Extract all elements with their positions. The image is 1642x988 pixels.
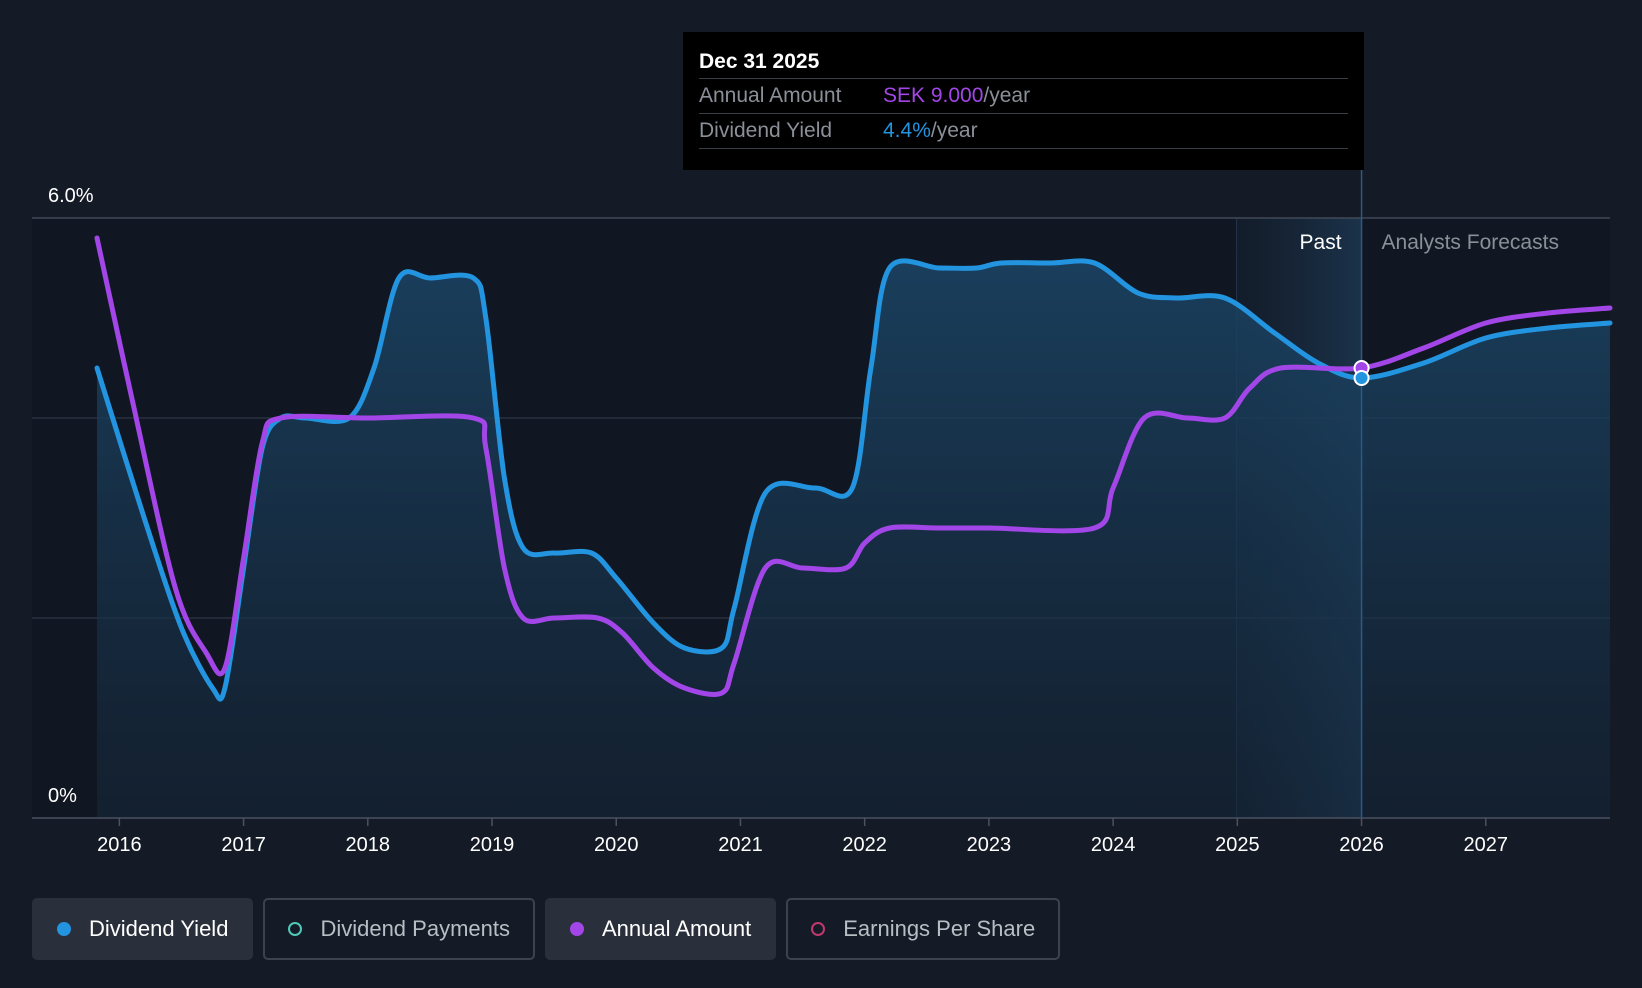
tooltip-value: 4.4% <box>883 119 931 142</box>
legend-label: Dividend Payments <box>320 916 510 941</box>
highlight-marker <box>1353 370 1370 386</box>
series-layer <box>94 235 1613 818</box>
x-axis: 2016 2017 2018 2019 2020 2021 2022 2023 2024 2025… <box>32 817 1610 856</box>
tooltip-value: SEK 9.000 <box>883 84 984 107</box>
x-tick-label: 2023 <box>967 834 1012 856</box>
x-tick-label: 2020 <box>594 834 639 856</box>
legend-label: Earnings Per Share <box>843 916 1036 941</box>
legend: Dividend Yield Dividend Payments Annual … <box>32 898 1061 960</box>
x-tick-label: 2026 <box>1339 834 1384 856</box>
dividend-yield-area <box>97 260 1610 818</box>
legend-label: Dividend Yield <box>89 916 229 941</box>
tooltip-row-dividend-yield: Dividend Yield 4.4% /year <box>699 114 1348 149</box>
tooltip-date: Dec 31 2025 <box>699 46 1348 79</box>
x-tick-label: 2022 <box>842 834 887 856</box>
forecast-region-label: Analysts Forecasts <box>1382 231 1559 254</box>
legend-earnings-per-share[interactable]: Earnings Per Share <box>786 898 1061 960</box>
y-tick-top: 6.0% <box>48 185 94 207</box>
annual-amount-line <box>94 235 1613 697</box>
legend-dividend-payments[interactable]: Dividend Payments <box>263 898 535 960</box>
x-tick-label: 2021 <box>718 834 763 856</box>
tooltip-unit: /year <box>930 119 978 142</box>
legend-annual-amount[interactable]: Annual Amount <box>544 898 777 960</box>
legend-dot-icon <box>811 922 826 936</box>
x-tick-label: 2017 <box>221 834 266 856</box>
tooltip-label: Annual Amount <box>699 84 842 107</box>
tooltip-label: Dividend Yield <box>699 119 833 142</box>
legend-dividend-yield[interactable]: Dividend Yield <box>32 898 254 960</box>
x-tick-label: 2018 <box>346 834 391 856</box>
tooltip-unit: /year <box>983 84 1031 107</box>
past-region-label: Past <box>1300 231 1342 254</box>
highlight-markers <box>1353 170 1370 818</box>
y-tick-bottom: 0% <box>48 785 77 807</box>
legend-label: Annual Amount <box>601 916 752 941</box>
x-tick-label: 2024 <box>1091 834 1136 856</box>
x-tick-label: 2027 <box>1464 834 1509 856</box>
legend-dot-icon <box>569 922 584 936</box>
x-tick-label: 2016 <box>97 834 142 856</box>
legend-dot-icon <box>57 922 71 936</box>
x-tick-label: 2019 <box>470 834 515 856</box>
x-tick-label: 2025 <box>1215 834 1260 856</box>
tooltip-row-annual-amount: Annual Amount SEK 9.000 /year <box>699 79 1348 114</box>
legend-dot-icon <box>288 922 303 936</box>
tooltip: Dec 31 2025 Annual Amount SEK 9.000 /yea… <box>683 32 1364 170</box>
